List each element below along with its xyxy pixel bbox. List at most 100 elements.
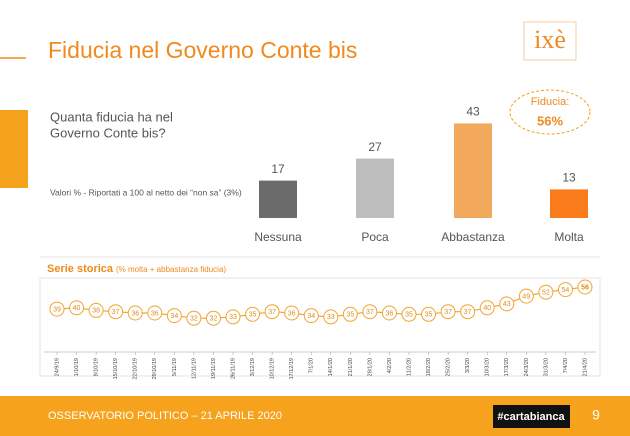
callout-value: 56% (537, 113, 563, 128)
history-point (205, 310, 221, 326)
history-point (245, 306, 261, 322)
history-point (401, 306, 417, 322)
history-point (69, 300, 85, 316)
history-value: 32 (190, 316, 198, 323)
tag-box (493, 405, 570, 428)
history-value: 34 (170, 313, 178, 320)
history-point (577, 279, 593, 295)
title: Fiducia nel Governo Conte bis (48, 37, 357, 63)
history-value: 36 (131, 310, 139, 317)
x-tick-label: 28/1/20 (367, 358, 373, 376)
x-tick-label: 17/3/20 (504, 358, 510, 376)
callout (509, 89, 591, 135)
x-tick-label: 3/3/20 (465, 358, 471, 373)
logo: ixè (534, 25, 566, 54)
x-tick-label: 21/4/20 (582, 358, 588, 376)
history-value: 40 (483, 305, 491, 312)
history-value: 37 (464, 309, 472, 316)
history-value: 40 (73, 305, 81, 312)
history-subtitle: (% molta + abbastanza fiducia) (116, 265, 226, 274)
history-point (479, 300, 495, 316)
history-value: 54 (562, 287, 570, 294)
footer-text: OSSERVATORIO POLITICO – 21 APRILE 2020 (48, 410, 282, 422)
history-point (323, 309, 339, 325)
side-accent (0, 110, 28, 188)
category-label: Poca (361, 230, 389, 244)
history-point (362, 304, 378, 320)
x-tick-label: 10/3/20 (485, 358, 491, 376)
x-tick-label: 7/1/20 (309, 358, 315, 373)
x-tick-label: 7/4/20 (563, 358, 569, 373)
history-value: 36 (151, 310, 159, 317)
value-label: 17 (271, 162, 285, 176)
note: Valori % - Riportati a 100 al netto dei … (50, 187, 242, 197)
history-point (342, 306, 358, 322)
history-point (88, 302, 104, 318)
value-label: 13 (562, 171, 576, 185)
x-tick-label: 14/1/20 (328, 358, 334, 376)
history-value: 33 (327, 314, 335, 321)
history-point (499, 296, 515, 312)
history-value: 37 (112, 309, 120, 316)
history-value: 52 (542, 290, 550, 297)
history-value: 35 (405, 312, 413, 319)
history-point (108, 304, 124, 320)
history-point (127, 305, 143, 321)
history-value: 35 (249, 312, 257, 319)
history-point (538, 284, 554, 300)
history-point (460, 304, 476, 320)
history-value: 38 (92, 308, 100, 315)
x-tick-label: 24/3/20 (524, 358, 530, 376)
history-point (440, 304, 456, 320)
x-tick-label: 29/10/19 (152, 358, 158, 379)
bar (259, 180, 297, 218)
x-tick-label: 19/11/19 (211, 358, 217, 379)
x-tick-label: 3/12/19 (250, 358, 256, 376)
history-value: 37 (444, 309, 452, 316)
bar (356, 158, 394, 218)
history-point (421, 306, 437, 322)
history-value: 34 (307, 313, 315, 320)
logo-box (523, 21, 577, 61)
x-tick-label: 1/10/19 (74, 358, 80, 376)
x-tick-label: 8/10/19 (94, 358, 100, 376)
x-tick-label: 22/10/19 (133, 358, 139, 379)
history-value: 37 (268, 309, 276, 316)
history-value: 56 (581, 284, 589, 291)
history-value: 36 (288, 310, 296, 317)
x-tick-label: 25/2/20 (446, 358, 452, 376)
x-tick-label: 24/9/19 (54, 358, 60, 376)
history-value: 49 (522, 293, 530, 300)
history-point (225, 309, 241, 325)
x-tick-label: 5/11/19 (172, 358, 178, 376)
x-tick-label: 26/11/19 (230, 358, 236, 379)
history-point (264, 304, 280, 320)
history-frame (39, 277, 601, 377)
history-value: 37 (366, 309, 374, 316)
x-tick-label: 10/12/19 (270, 358, 276, 379)
history-point (49, 301, 65, 317)
history-value: 35 (425, 312, 433, 319)
value-label: 27 (368, 140, 382, 154)
history-point (557, 282, 573, 298)
x-tick-label: 15/10/19 (113, 358, 119, 379)
history-point (186, 310, 202, 326)
x-tick-label: 18/2/20 (426, 358, 432, 376)
history-point (303, 308, 319, 324)
x-tick-label: 17/12/19 (289, 358, 295, 379)
history-point (381, 305, 397, 321)
category-label: Abbastanza (441, 230, 505, 244)
bar (550, 189, 588, 218)
callout-label: Fiducia: (531, 96, 570, 108)
history-point (166, 308, 182, 324)
question: Governo Conte bis? (50, 125, 166, 140)
history-value: 33 (229, 314, 237, 321)
x-tick-label: 4/2/20 (387, 358, 393, 373)
history-point (518, 288, 534, 304)
x-tick-label: 12/11/19 (191, 358, 197, 379)
history-value: 32 (210, 316, 218, 323)
footer-tag: #cartabianca (497, 411, 565, 423)
history-value: 36 (386, 310, 394, 317)
